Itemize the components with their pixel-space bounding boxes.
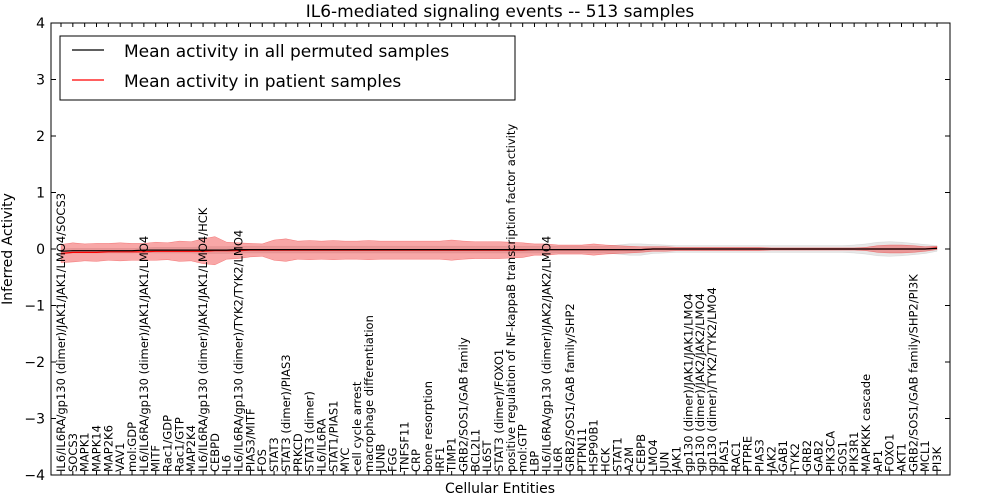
y-tick-label: −2 (24, 355, 45, 371)
legend-box (59, 35, 516, 101)
x-tick-label: MAPKKK cascade (859, 374, 873, 472)
x-tick-label: GRB2/SOS1/GAB family/SHP2/PI3K (906, 274, 920, 472)
y-tick-label: 1 (36, 186, 45, 202)
x-tick-label: IL6/IL6RA/gp130 (dimer)/JAK2/JAK2/LMO4 (539, 236, 553, 472)
x-tick-label: BCL2L1 (468, 429, 482, 472)
plot-area (60, 236, 938, 266)
x-tick-label: STAT3 (dimer) (303, 391, 317, 472)
x-tick-label: CEBPD (208, 433, 222, 472)
x-tick-label: CEBPB (634, 434, 648, 472)
x-tick-label: MAP2K6 (101, 425, 115, 472)
x-tick-label: IL6R (551, 447, 565, 472)
x-tick-label: IL6/IL6RA/gp130 (dimer)/JAK1/JAK1/LMO4 (137, 236, 151, 472)
x-tick-label: TIMP1 (445, 437, 459, 473)
x-tick-label: STAT3 (dimer)/PIAS3 (279, 354, 293, 472)
x-tick-label: LMO4 (646, 439, 660, 472)
x-tick-label: mol:GTP (516, 424, 530, 472)
legend-label-patient: Mean activity in patient samples (124, 72, 401, 92)
chart-title: IL6-mediated signaling events -- 513 sam… (306, 2, 695, 22)
x-tick-label: SOS1 (835, 441, 849, 472)
x-tick-label: PIK3CA (824, 431, 838, 472)
x-tick-label: IL6ST (480, 440, 494, 472)
y-tick-label: 0 (36, 242, 45, 258)
x-tick-label: PIK3R1 (847, 432, 861, 473)
x-tick-label: MAP2K4 (184, 425, 198, 472)
x-tick-label: MITF (149, 445, 163, 472)
x-tick-label: AKT1 (895, 443, 909, 472)
x-tick-label: cell cycle arrest (350, 381, 364, 472)
y-axis: −4 −3 −2 −1 0 1 2 3 4 (24, 16, 950, 484)
x-tick-label: TNFSF11 (397, 421, 411, 473)
x-tick-label: JUN (658, 452, 672, 473)
y-tick-label: 4 (36, 16, 45, 32)
x-tick-label: STAT1 (610, 437, 624, 472)
x-tick-label: CRP (409, 449, 423, 472)
x-tick-label: GRB2 (800, 440, 814, 472)
legend: Mean activity in all permuted samples Me… (59, 35, 516, 101)
x-tick-label: STAT3 (267, 437, 281, 472)
y-tick-label: 2 (36, 129, 45, 145)
x-tick-label: JAK1 (670, 446, 684, 473)
x-tick-label: IL6/IL6RA/gp130 (dimer)/TYK2/TYK2/LMO4 (232, 230, 246, 472)
x-tick-label: GRB2/SOS1/GAB family/SHP2 (563, 303, 577, 472)
x-tick-label: FOS (255, 449, 269, 472)
x-tick-label: FOXO1 (883, 434, 897, 472)
x-tick-label: GAB2 (812, 440, 826, 472)
y-tick-label: −1 (24, 299, 45, 315)
legend-label-permuted: Mean activity in all permuted samples (124, 42, 449, 62)
x-tick-label: PI3K (930, 446, 944, 472)
x-tick-label: JUNB (374, 444, 388, 473)
x-tick-label: positive regulation of NF-kappaB transcr… (504, 124, 518, 472)
x-tick-label: PRKCD (291, 433, 305, 472)
x-tick-label: PTPN11 (575, 428, 589, 472)
x-tick-label: MYC (338, 448, 352, 472)
x-tick-label: STAT1/PIAS1 (326, 401, 340, 472)
x-tick-label: Rac1/GDP (161, 415, 175, 472)
x-tick-label: STAT3 (dimer)/FOXO1 (492, 349, 506, 472)
y-axis-label: Inferred Activity (0, 193, 16, 305)
x-tick-label: macrophage differentiation (362, 315, 376, 472)
x-tick-label: VAV1 (113, 443, 127, 472)
x-tick-label: IL6/IL6RA/gp130 (dimer)/JAK1/JAK1/LMO4/H… (196, 207, 210, 472)
x-tick-label: IL6/IL6RA/gp130 (dimer)/JAK1/JAK1/LMO4/S… (54, 193, 68, 472)
y-tick-label: 3 (36, 73, 45, 89)
x-tick-label: IL6 (220, 455, 234, 472)
x-tick-label: FGG (386, 448, 400, 472)
x-tick-label: HSP90B1 (587, 419, 601, 472)
x-tick-label: PIAS3 (752, 439, 766, 472)
x-axis-labels: IL6/IL6RA/gp130 (dimer)/JAK1/JAK1/LMO4/S… (54, 23, 944, 475)
x-tick-label: LBP (528, 451, 542, 472)
x-tick-label: MAPK1 (78, 432, 92, 472)
x-tick-label: PTPRE (741, 436, 755, 472)
y-tick-label: −3 (24, 412, 45, 428)
x-tick-label: PIAS1 (717, 439, 731, 472)
series-line-permuted (60, 247, 938, 252)
x-tick-label: gp130 (dimer)/JAK2/JAK2/LMO4 (693, 293, 707, 472)
x-tick-label: gp130 (dimer)/TYK2/TYK2/LMO4 (705, 287, 719, 472)
x-tick-label: MAPK14 (90, 425, 104, 472)
x-tick-label: Rac1/GTP (172, 417, 186, 472)
x-tick-label: IL6/IL6RA (314, 418, 328, 472)
x-tick-label: mol:GDP (125, 422, 139, 472)
x-tick-label: IRF1 (433, 447, 447, 472)
x-tick-label: PIAS3/MITF (243, 408, 257, 472)
x-tick-label: GAB1 (776, 440, 790, 472)
x-tick-label: TYK2 (788, 443, 802, 473)
x-tick-label: JAK2 (764, 446, 778, 473)
x-tick-label: AP1 (871, 450, 885, 472)
x-tick-label: HCK (599, 447, 613, 472)
x-tick-label: A2M (622, 447, 636, 472)
x-tick-label: bone resorption (421, 381, 435, 472)
x-tick-label: GRB2/SOS1/GAB family (457, 337, 471, 472)
x-tick-label: RAC1 (729, 441, 743, 472)
x-tick-label: MCL1 (918, 440, 932, 472)
x-tick-label: SOCS3 (66, 433, 80, 472)
x-tick-label: gp130 (dimer)/JAK1/JAK1/LMO4 (681, 293, 695, 472)
x-axis-label: Cellular Entities (445, 481, 555, 497)
y-tick-label: −4 (24, 468, 45, 484)
